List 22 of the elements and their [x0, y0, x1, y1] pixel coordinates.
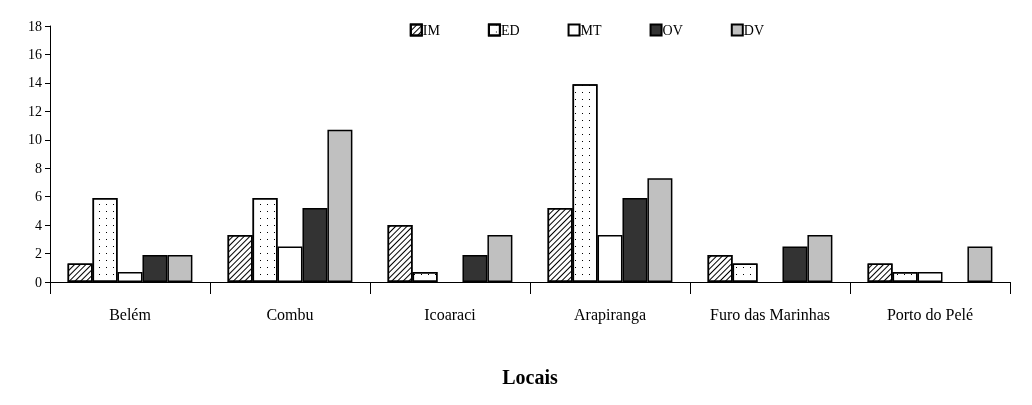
x-tick-label: Arapiranga	[574, 305, 646, 324]
legend-label: OV	[662, 22, 683, 38]
y-tick-label: 10	[28, 132, 42, 148]
x-tick-label: Icoaraci	[424, 305, 477, 323]
y-tick-label: 6	[35, 189, 42, 205]
x-tick-label: Combu	[266, 305, 314, 323]
x-axis-title: Locais	[502, 366, 558, 388]
y-tick-label: 8	[35, 160, 42, 176]
legend-label: MT	[580, 22, 603, 38]
y-tick-label: 2	[35, 246, 42, 262]
x-tick-label: Porto do Pelé	[886, 305, 974, 323]
y-tick-label: 0	[35, 274, 42, 290]
legend-label: ED	[500, 22, 520, 38]
x-tick-label: Belém	[109, 305, 152, 323]
y-tick-label: 16	[28, 46, 42, 62]
y-tick-label: 18	[28, 18, 42, 34]
y-tick-label: 14	[28, 75, 42, 91]
y-tick-label: 12	[28, 103, 42, 119]
y-tick-label: 4	[35, 217, 42, 233]
legend-label: IM	[422, 22, 441, 38]
legend-label: DV	[743, 22, 765, 38]
x-tick-label: Furo das Marinhas	[710, 305, 830, 323]
